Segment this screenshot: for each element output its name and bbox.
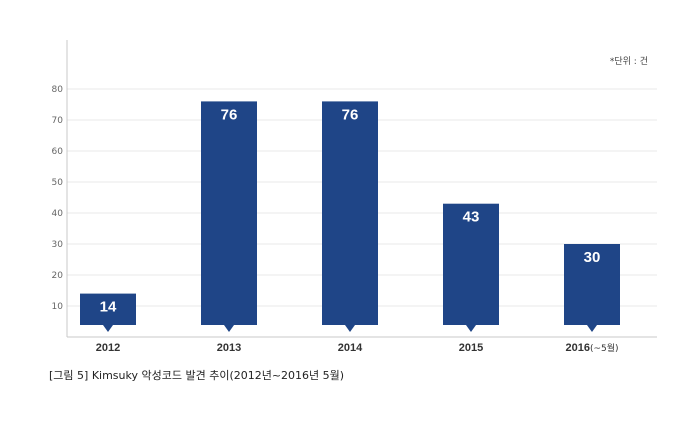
bar [201,101,257,326]
y-tick-label: 60 [52,147,64,157]
y-tick-label: 20 [52,271,64,281]
bar-pointer [466,325,476,332]
y-tick-label: 40 [52,209,64,219]
x-tick-label: 2015 [459,342,483,354]
y-tick-label: 80 [52,85,64,95]
data-label: 76 [221,106,238,123]
x-tick-label: 2014 [338,342,363,354]
x-tick-label: 2013 [217,342,241,354]
y-tick-label: 50 [52,178,64,188]
bar [443,203,499,325]
data-label: 43 [463,209,480,226]
unit-note: *단위 : 건 [609,57,648,67]
x-tick-label: 2016(~5월) [565,342,618,354]
x-tick-label: 2012 [96,342,120,354]
figure-caption: [그림 5] Kimsuky 악성코드 발견 추이(2012년~2016년 5월… [49,369,345,382]
y-tick-label: 70 [52,116,64,126]
bar [80,293,136,325]
y-tick-label: 30 [52,240,64,250]
data-label: 76 [342,106,359,123]
data-label: 30 [584,249,601,266]
bar [322,101,378,326]
bar-pointer [103,325,113,332]
bar-pointer [587,325,597,332]
bar [564,244,620,325]
bar-pointer [224,325,234,332]
data-label: 14 [100,299,117,316]
bar-pointer [345,325,355,332]
y-tick-label: 10 [52,302,64,312]
